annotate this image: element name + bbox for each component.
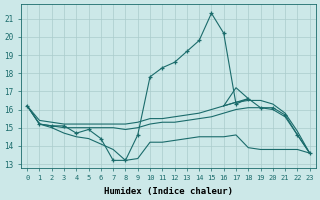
X-axis label: Humidex (Indice chaleur): Humidex (Indice chaleur) — [104, 187, 233, 196]
